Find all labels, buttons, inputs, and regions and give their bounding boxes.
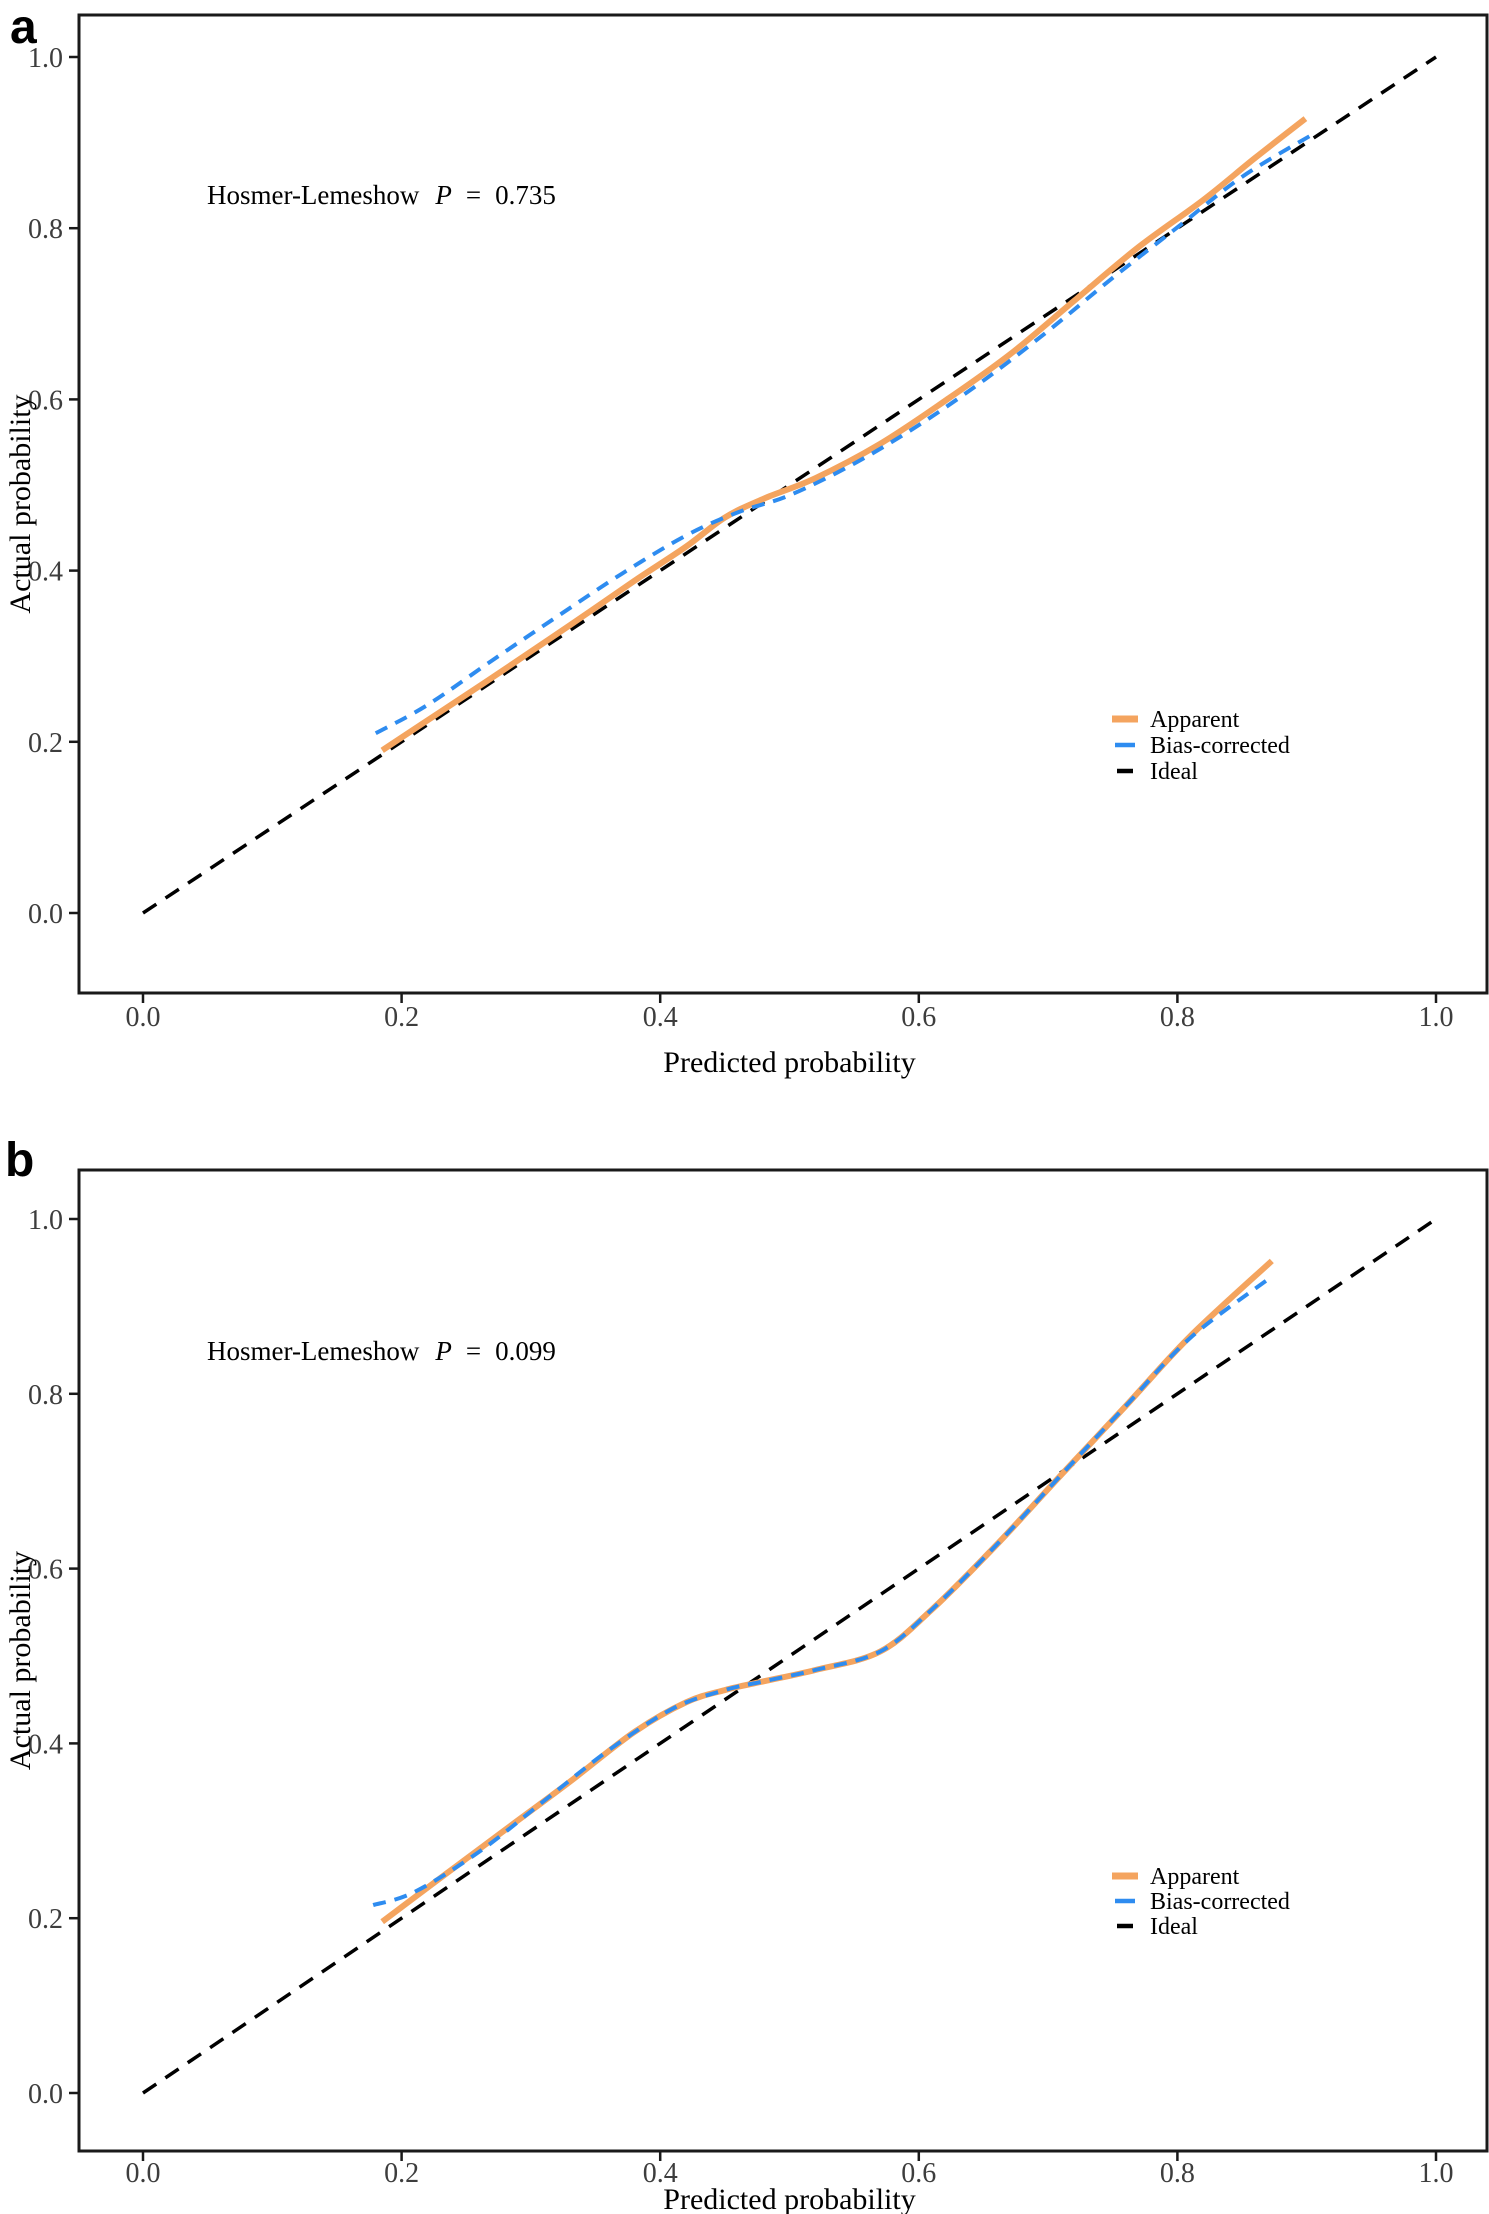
y-tick-label: 0.6: [28, 385, 63, 416]
series-line-ideal: [142, 1217, 1437, 2095]
series-line-bias-corrected: [372, 1276, 1271, 1908]
y-axis-title: Actual probability: [4, 394, 37, 613]
x-tick-label: 0.4: [643, 1002, 678, 1033]
panel-a-letter: a: [10, 1, 37, 54]
x-tick-label: 1.0: [1419, 1002, 1454, 1033]
series-line-bias-corrected: [374, 132, 1315, 735]
y-tick-label: 0.6: [28, 1555, 63, 1586]
y-tick-label: 0.2: [28, 1904, 63, 1935]
x-tick-label: 0.6: [901, 1002, 936, 1033]
x-tick-label: 0.8: [1160, 1002, 1195, 1033]
y-tick-label: 0.8: [28, 214, 63, 245]
y-tick-label: 0.2: [28, 728, 63, 759]
legend-label-ideal: Ideal: [1150, 759, 1198, 785]
legend-label-ideal: Ideal: [1150, 1914, 1198, 1940]
x-tick-label: 0.8: [1160, 2158, 1195, 2189]
legend-label-apparent: Apparent: [1150, 707, 1240, 733]
x-tick-label: 0.4: [643, 2158, 678, 2189]
x-axis-title: Predicted probability: [663, 2183, 915, 2214]
x-tick-label: 0.2: [384, 1002, 419, 1033]
y-tick-label: 0.4: [28, 1729, 63, 1760]
panel-b: b 0.0 0.2 0.4 0.6 0.8 1.0 0.0 0.2 0.4 0.6 0.8 1.0 Pr…: [0, 1107, 1489, 2214]
y-tick-label: 0.0: [28, 2079, 63, 2110]
legend-label-apparent: Apparent: [1150, 1864, 1240, 1890]
calibration-chart-a: 0.0 0.2 0.4 0.6 0.8 1.0 0.0 0.2 0.4 0.6 0.8 1.0 Pred…: [4, 13, 1489, 1079]
legend-label-bias-corrected: Bias-corrected: [1150, 733, 1290, 759]
x-tick-label: 0.0: [126, 2158, 161, 2189]
hosmer-lemeshow-annotation: Hosmer-Lemeshow P = 0.735: [207, 180, 556, 210]
hosmer-lemeshow-annotation: Hosmer-Lemeshow P = 0.099: [207, 1336, 556, 1366]
panel-a: a 0.0 0.2 0.4 0.6 0.8 1.0 0.0 0.2 0.4 0.6 0.8 1.0 Pr…: [4, 1, 1489, 1079]
y-tick-label: 0.4: [28, 557, 63, 588]
plot-border: [77, 13, 1489, 995]
y-tick-label: 0.0: [28, 899, 63, 930]
legend-label-bias-corrected: Bias-corrected: [1150, 1889, 1290, 1915]
series-line-apparent: [380, 116, 1308, 753]
x-tick-label: 1.0: [1419, 2158, 1454, 2189]
x-tick-label: 0.2: [384, 2158, 419, 2189]
y-tick-label: 1.0: [28, 1205, 63, 1236]
y-axis-title: Actual probability: [4, 1551, 37, 1770]
y-tick-label: 0.8: [28, 1380, 63, 1411]
x-tick-label: 0.6: [901, 2158, 936, 2189]
panel-b-letter: b: [5, 1134, 35, 1187]
x-axis-title: Predicted probability: [663, 1046, 915, 1079]
series-line-ideal: [142, 55, 1437, 915]
plot-border: [77, 1168, 1489, 2153]
y-tick-label: 1.0: [28, 43, 63, 74]
calibration-chart-b: 0.0 0.2 0.4 0.6 0.8 1.0 0.0 0.2 0.4 0.6 0.8 1.0 Pred…: [4, 1168, 1489, 2214]
x-tick-label: 0.0: [126, 1002, 161, 1033]
